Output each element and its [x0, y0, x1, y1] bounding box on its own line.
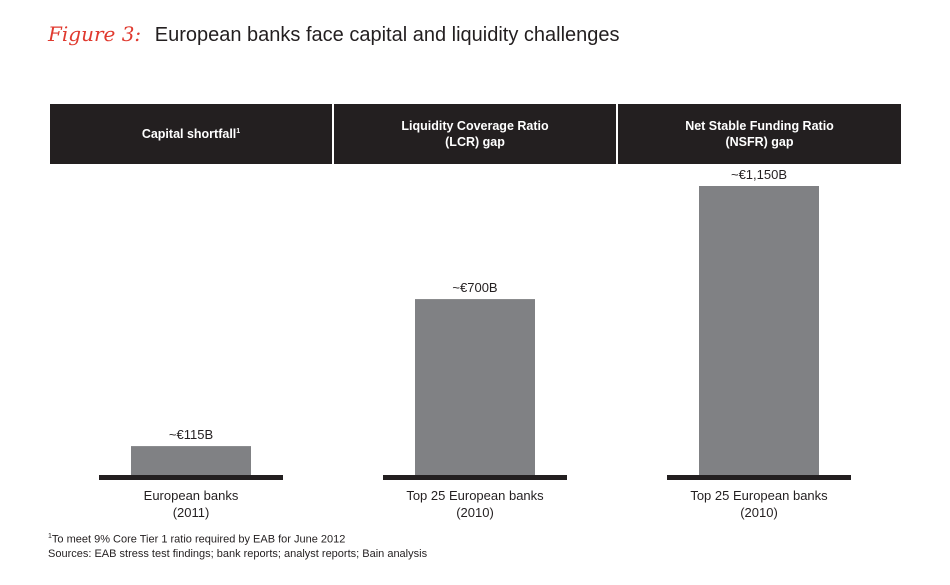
baseline-capital-shortfall	[99, 475, 283, 480]
panel-header-nsfr-gap: Net Stable Funding Ratio (NSFR) gap	[618, 104, 901, 164]
panel-header-row: Capital shortfall1 Liquidity Coverage Ra…	[0, 104, 950, 164]
baseline-nsfr-gap	[667, 475, 851, 480]
footnote: 1To meet 9% Core Tier 1 ratio required b…	[48, 533, 345, 546]
footnote-marker: 1	[236, 127, 241, 135]
category-label-lcr-gap: Top 25 European banks	[406, 488, 544, 503]
category-year-capital-shortfall: (2011)	[173, 505, 210, 520]
bar-lcr-gap	[415, 299, 535, 475]
data-label-capital-shortfall: ~€115B	[169, 427, 213, 442]
panel-header-label: Liquidity Coverage Ratio (LCR) gap	[401, 118, 549, 149]
panel-header-label: Capital shortfall	[141, 126, 237, 141]
data-label-lcr-gap: ~€700B	[452, 280, 497, 295]
figure-label: Figure 3:	[48, 22, 142, 46]
bar-capital-shortfall	[131, 446, 251, 475]
data-label-nsfr-gap: ~€1,150B	[731, 167, 787, 182]
figure-title: Figure 3: European banks face capital an…	[48, 22, 620, 47]
category-year-nsfr-gap: (2010)	[740, 505, 778, 520]
sources-note: Sources: EAB stress test findings; bank …	[48, 548, 428, 560]
baseline-lcr-gap	[383, 475, 567, 480]
category-year-lcr-gap: (2010)	[456, 505, 494, 520]
panel-header-lcr-gap: Liquidity Coverage Ratio (LCR) gap	[334, 104, 616, 164]
category-label-nsfr-gap: Top 25 European banks	[690, 488, 828, 503]
figure-title-text: European banks face capital and liquidit…	[154, 24, 620, 46]
panel-header-label: Net Stable Funding Ratio (NSFR) gap	[685, 118, 834, 149]
panel-header-capital-shortfall: Capital shortfall1	[50, 104, 332, 164]
bar-nsfr-gap	[699, 186, 819, 475]
footnote-marker: 1	[48, 533, 52, 540]
category-label-capital-shortfall: European banks	[144, 488, 239, 503]
footnote-text: To meet 9% Core Tier 1 ratio required by…	[51, 533, 346, 546]
